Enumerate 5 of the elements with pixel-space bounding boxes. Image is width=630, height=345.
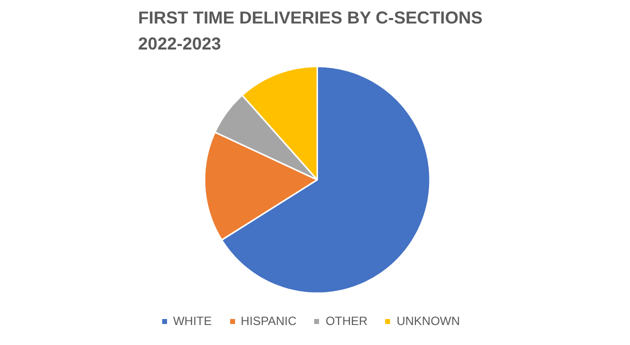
legend-label: HISPANIC bbox=[240, 314, 297, 328]
legend-label: WHITE bbox=[173, 314, 212, 328]
legend-label: OTHER bbox=[326, 314, 368, 328]
chart-title: FIRST TIME DELIVERIES BY C-SECTIONS 2022-2023 bbox=[138, 8, 483, 54]
legend-label: UNKNOWN bbox=[396, 314, 460, 328]
